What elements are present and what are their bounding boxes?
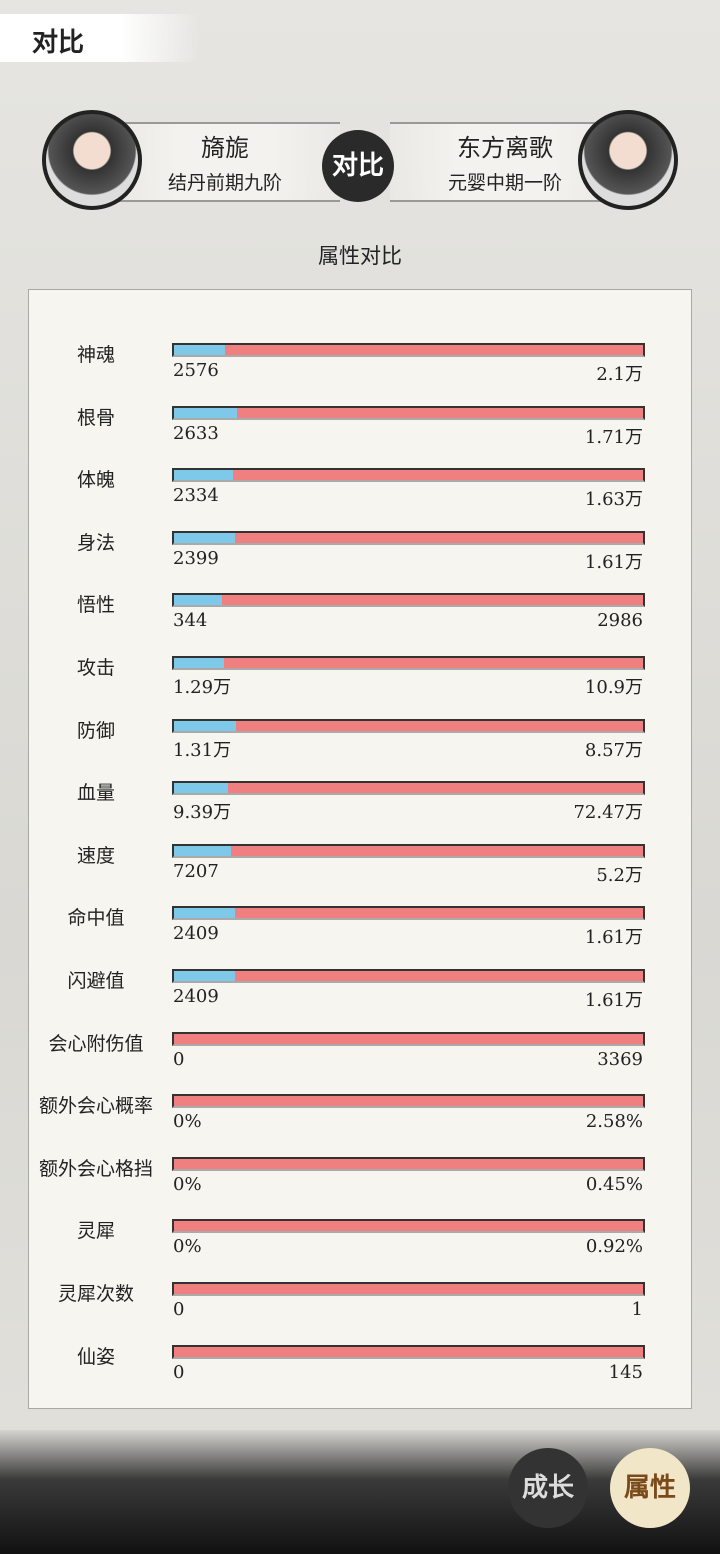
left-value: 7207: [173, 860, 219, 882]
stat-label: 闪避值: [67, 970, 125, 992]
stat-label: 额外会心概率: [38, 1095, 153, 1118]
stat-label: 灵犀次数: [57, 1283, 134, 1305]
bar-red: [172, 1344, 645, 1359]
right-value: 1.61万: [584, 927, 643, 949]
bar-red: [172, 656, 645, 670]
page-title: 对比: [32, 28, 85, 58]
stat-label: 悟性: [76, 594, 115, 617]
bar-blue: [174, 720, 237, 731]
right-value: 2.58%: [585, 1111, 643, 1133]
left-value: 0%: [173, 1173, 202, 1195]
right-value: 2986: [597, 610, 643, 632]
bar-blue: [174, 470, 233, 481]
bar-red: [172, 1219, 645, 1234]
left-value: 2334: [173, 485, 219, 507]
bar-blue: [174, 658, 224, 668]
stat-label: 根骨: [76, 406, 115, 429]
player-realm: 元婴中期一阶: [447, 172, 562, 194]
right-value: 3369: [597, 1048, 643, 1070]
bar-red: [172, 468, 645, 483]
right-value: 1.61万: [584, 990, 643, 1011]
left-value: 9.39万: [173, 802, 232, 824]
bar-red: [172, 1031, 645, 1046]
bar-red: [172, 718, 645, 733]
bar-red: [172, 906, 645, 921]
player-name: 东方离歌: [457, 134, 553, 162]
left-value: 2409: [173, 986, 219, 1007]
right-value: 72.47万: [573, 802, 643, 824]
left-value: 0: [173, 1048, 185, 1070]
stat-label: 会心附伤值: [48, 1032, 144, 1055]
left-card: 旖旎 结丹前期九阶: [110, 122, 340, 202]
stat-label: 速度: [76, 844, 115, 867]
avatar[interactable]: [578, 110, 678, 210]
left-value: 2633: [173, 422, 219, 444]
bar-red: [172, 405, 645, 420]
stat-label: 防御: [76, 719, 115, 742]
right-value: 0.45%: [585, 1173, 643, 1195]
right-value: 5.2万: [596, 864, 643, 886]
bar-red: [172, 343, 645, 357]
left-value: 1.29万: [173, 677, 232, 698]
stat-label: 额外会心格挡: [38, 1157, 153, 1180]
bar-red: [172, 1282, 645, 1296]
header-banner: [0, 14, 200, 62]
bar-blue: [174, 532, 235, 543]
right-value: 1.63万: [584, 489, 643, 511]
stat-label: 身法: [76, 531, 115, 554]
right-value: 0.92%: [585, 1236, 643, 1258]
right-value: 1: [631, 1299, 643, 1320]
bar-blue: [174, 783, 228, 794]
bar-blue: [174, 971, 236, 981]
footer-ink: [0, 1430, 720, 1554]
tab-button[interactable]: 属性: [610, 1448, 690, 1528]
right-value: 2.1万: [596, 364, 643, 385]
tab-button[interactable]: 成长: [508, 1448, 588, 1528]
bar-red: [172, 781, 645, 796]
stat-label: 仙姿: [76, 1345, 115, 1368]
stat-label: 攻击: [76, 657, 115, 679]
left-value: 0%: [173, 1111, 202, 1133]
stat-label: 神魂: [76, 344, 115, 366]
left-value: 2409: [173, 923, 219, 945]
bar-red: [172, 593, 645, 608]
bar-red: [172, 969, 645, 983]
bar-blue: [174, 595, 223, 606]
left-value: 2399: [173, 547, 219, 569]
bar-red: [172, 530, 645, 545]
right-value: 145: [608, 1361, 643, 1383]
stat-label: 血量: [76, 782, 115, 805]
section-title: 属性对比: [318, 244, 402, 268]
left-value: 2576: [173, 360, 219, 381]
bar-red: [172, 1094, 645, 1109]
player-realm: 结丹前期九阶: [167, 172, 282, 194]
player-name: 旖旎: [201, 134, 249, 162]
left-value: 344: [173, 610, 208, 632]
bar-blue: [174, 908, 236, 919]
left-value: 1.31万: [173, 739, 232, 761]
bar-red: [172, 843, 645, 858]
right-value: 1.71万: [584, 426, 643, 448]
stat-label: 灵犀: [76, 1220, 115, 1243]
left-value: 0: [173, 1361, 185, 1383]
bar-blue: [174, 845, 232, 856]
stat-label: 体魄: [76, 469, 115, 492]
bar-blue: [174, 407, 237, 418]
avatar[interactable]: [42, 110, 142, 210]
right-value: 1.61万: [584, 551, 643, 573]
left-value: 0: [173, 1299, 185, 1320]
bar-blue: [174, 345, 226, 355]
bar-red: [172, 1156, 645, 1171]
vs-emblem: 对比: [322, 130, 394, 202]
stat-label: 命中值: [67, 907, 125, 930]
left-value: 0%: [173, 1236, 202, 1258]
right-value: 10.9万: [584, 677, 643, 698]
right-value: 8.57万: [584, 739, 643, 761]
